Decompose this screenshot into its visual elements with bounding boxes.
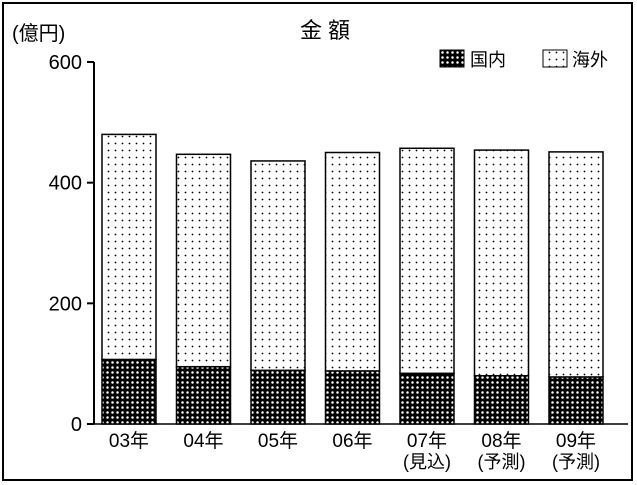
legend-swatch-domestic: [439, 49, 465, 68]
x-tick-label: 04年: [183, 430, 223, 452]
bar-segment-domestic: [101, 358, 157, 425]
bar-segment-overseas: [101, 133, 157, 361]
bar-segment-overseas: [250, 160, 306, 372]
bar-segment-domestic: [473, 374, 530, 425]
x-tick-label: 09年: [556, 430, 596, 452]
y-tick-label: 600: [49, 52, 82, 74]
bar-segment-overseas: [399, 147, 455, 375]
bar-segment-overseas: [548, 151, 604, 378]
x-tick-label: 07年: [407, 430, 447, 452]
legend: 国内 海外: [439, 49, 608, 70]
legend-label-overseas: 海外: [572, 50, 608, 70]
bar-segment-overseas: [324, 151, 381, 372]
legend-swatch-overseas: [542, 49, 568, 68]
bar-segment-overseas: [175, 153, 232, 368]
x-tick-note: (予測): [478, 452, 526, 472]
y-tick-label: 0: [71, 414, 82, 436]
x-tick-label: 03年: [109, 430, 149, 452]
bar-segment-domestic: [175, 365, 232, 425]
x-tick-label: 06年: [332, 430, 372, 452]
x-tick-note: (予測): [552, 452, 600, 472]
bar-segment-domestic: [548, 376, 604, 425]
y-ticks: 0 200 400 600: [49, 52, 94, 436]
y-axis-label: (億円): [12, 22, 65, 45]
x-tick-labels: 03年 04年 05年 06年 07年(見込)08年(予測)09年(予測): [109, 430, 600, 472]
bar-segment-domestic: [399, 372, 455, 425]
y-tick-label: 200: [49, 293, 82, 315]
y-tick-label: 400: [49, 173, 82, 195]
x-tick-label: 08年: [481, 430, 521, 452]
legend-label-domestic: 国内: [470, 50, 506, 70]
x-tick-note: (見込): [403, 452, 451, 472]
bars: [101, 133, 604, 425]
bar-segment-domestic: [324, 370, 381, 425]
bar-segment-domestic: [250, 369, 306, 425]
chart-title: 金 額: [300, 18, 350, 43]
x-tick-label: 05年: [258, 430, 298, 452]
bar-segment-overseas: [473, 149, 530, 377]
